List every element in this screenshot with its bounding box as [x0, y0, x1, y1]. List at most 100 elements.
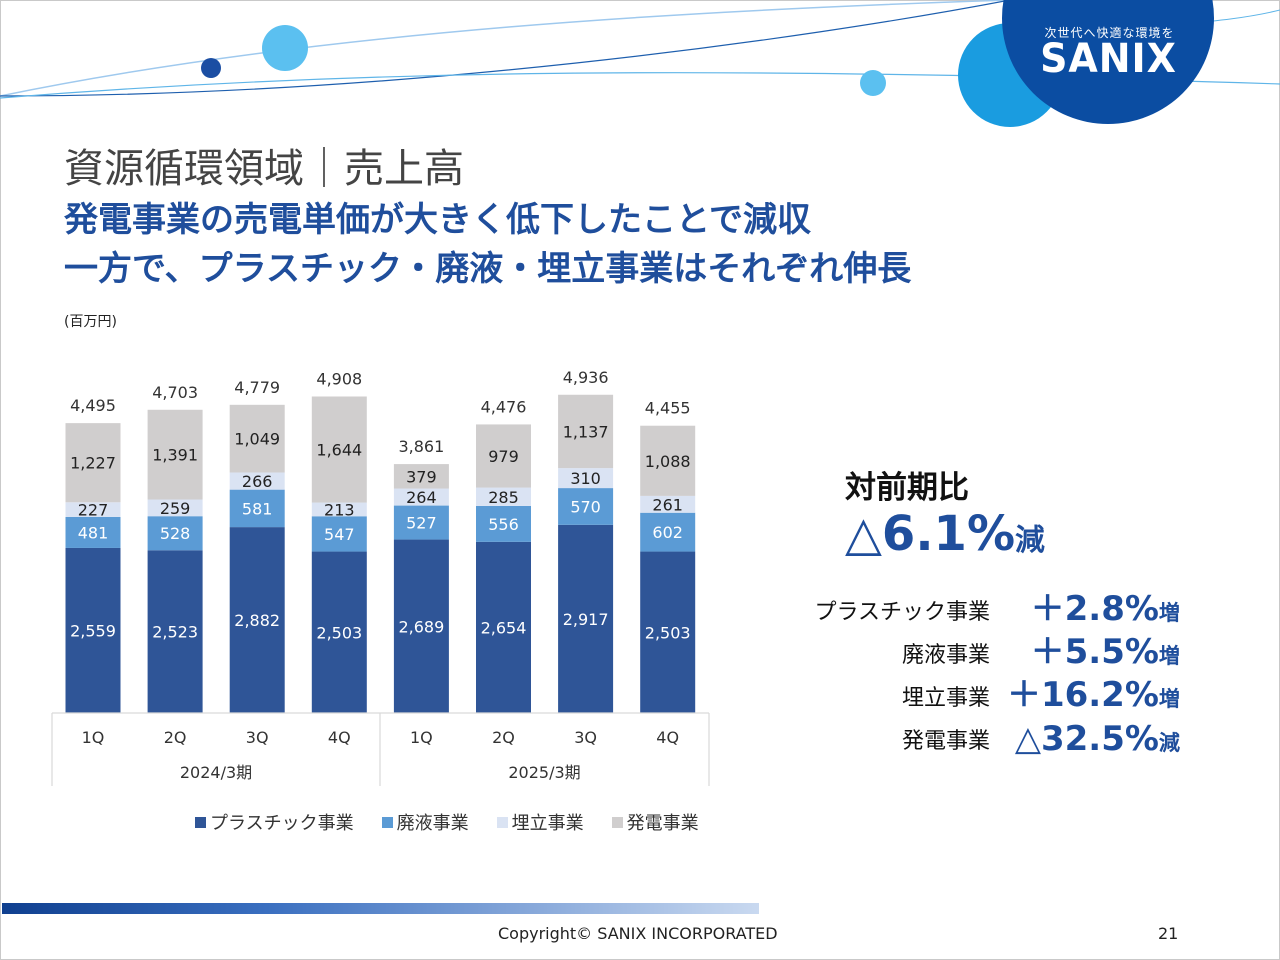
bar-total-label: 4,936 — [563, 368, 609, 387]
bar-data-label: 259 — [160, 499, 191, 518]
bar-segment — [640, 425, 696, 496]
bar-total-label: 3,861 — [398, 437, 444, 456]
legend-swatch — [611, 816, 623, 828]
bar-data-label: 266 — [242, 472, 273, 491]
legend-label: プラスチック事業 — [210, 813, 354, 834]
headline-line-2: 一方で、プラスチック・廃液・埋立事業はそれぞれ伸長 — [64, 249, 912, 289]
bar-segment — [65, 547, 121, 713]
bar-segment — [558, 394, 614, 469]
yoy-total-suffix: 減 — [1015, 523, 1045, 558]
bubble-icon — [860, 70, 886, 96]
legend-swatch — [496, 816, 508, 828]
revenue-stacked-bar-chart: 2,559 481 227 1,227 4,495 1Q 2,523 528 259 1,391 4… — [51, 368, 710, 786]
legend-label: 発電事業 — [626, 813, 699, 834]
bar-segment — [229, 527, 285, 713]
bar-data-label: 2,689 — [398, 617, 444, 636]
bar-segment — [640, 551, 696, 713]
yoy-total-value: △6.1% — [845, 506, 1016, 562]
yoy-title: 対前期比 — [845, 470, 969, 506]
chart-legend: プラスチック事業 廃液事業 埋立事業 発電事業 — [195, 809, 699, 835]
yoy-segment-row: 廃液事業 ＋5.5%増 — [800, 632, 1180, 673]
bar-data-label: 1,644 — [316, 441, 362, 460]
bar-segment — [476, 487, 531, 506]
bar-data-label: 979 — [488, 447, 519, 466]
bar-segment — [476, 541, 531, 713]
bar-data-label: 2,559 — [70, 621, 116, 640]
page-title: 資源循環領域｜売上高 — [64, 146, 464, 192]
bar-segment — [229, 489, 285, 528]
bar-segment — [476, 424, 531, 488]
bar-total-label: 4,476 — [481, 397, 527, 416]
bar-segment — [65, 423, 121, 503]
bar-data-label: 2,882 — [234, 611, 280, 630]
bar-data-label: 527 — [406, 514, 437, 533]
legend-swatch — [195, 816, 206, 828]
bar-data-label: 481 — [78, 523, 109, 542]
bar-data-label: 379 — [406, 467, 437, 486]
bar-total-label: 4,455 — [645, 399, 691, 418]
bar-data-label: 528 — [160, 524, 191, 543]
bar-segment — [147, 516, 203, 551]
bar-data-label: 556 — [488, 515, 519, 534]
bar-segment — [65, 516, 121, 548]
yoy-segment-row: 発電事業 △32.5%減 — [800, 719, 1180, 759]
yoy-segment-value: ＋16.2%増 — [1006, 675, 1180, 715]
bar-segment — [393, 505, 449, 540]
logo-tagline: 次世代へ快適な環境を — [1044, 26, 1175, 40]
bar-data-label: 1,227 — [70, 454, 116, 473]
x-tick-label: 2Q — [492, 728, 515, 747]
yoy-segment-row: プラスチック事業 ＋2.8%増 — [800, 589, 1180, 630]
bar-segment — [393, 488, 449, 506]
bar-segment — [147, 550, 203, 713]
legend-label: 廃液事業 — [396, 813, 469, 834]
yoy-segment-name: 埋立事業 — [901, 686, 990, 711]
yoy-segment-row: 埋立事業 ＋16.2%増 — [800, 675, 1180, 716]
bar-segment — [311, 516, 367, 552]
bar-segment — [393, 464, 449, 489]
x-tick-label: 4Q — [328, 728, 351, 747]
bar-data-label: 2,523 — [152, 623, 198, 642]
bar-segment — [393, 539, 449, 713]
bar-data-label: 1,137 — [563, 422, 609, 441]
bubble-icon — [262, 25, 308, 71]
bar-data-label: 570 — [570, 497, 601, 516]
bar-data-label: 1,088 — [645, 452, 691, 471]
bar-total-label: 4,779 — [234, 378, 280, 397]
copyright: Copyright© SANIX INCORPORATED — [498, 924, 778, 943]
unit-label: (百万円) — [64, 314, 117, 330]
bar-data-label: 213 — [324, 500, 355, 519]
sanix-logo: SANIX — [1040, 36, 1177, 82]
x-group-label: 2024/3期 — [180, 763, 252, 782]
x-tick-label: 3Q — [574, 728, 597, 747]
bar-data-label: 547 — [324, 525, 355, 544]
bar-data-label: 1,391 — [152, 446, 198, 465]
yoy-segment-value: △32.5%減 — [1014, 719, 1180, 759]
bar-segment — [229, 472, 285, 490]
bar-segment — [147, 499, 203, 517]
yoy-segment-value: ＋2.8%増 — [1030, 589, 1180, 629]
legend-swatch — [381, 816, 393, 828]
headline-line-1: 発電事業の売電単価が大きく低下したことで減収 — [64, 200, 811, 240]
header-decoration — [0, 0, 1280, 127]
yoy-segment-name: 発電事業 — [901, 729, 990, 754]
headline: 発電事業の売電単価が大きく低下したことで減収 一方で、プラスチック・廃液・埋立事… — [64, 196, 911, 294]
yoy-segment-name: 廃液事業 — [901, 643, 990, 668]
x-tick-label: 4Q — [656, 728, 679, 747]
x-tick-label: 1Q — [410, 728, 433, 747]
yoy-segment-value: ＋5.5%増 — [1030, 632, 1180, 672]
bar-segment — [476, 505, 531, 542]
bar-segment — [311, 396, 367, 503]
bar-data-label: 285 — [488, 488, 519, 507]
bar-data-label: 581 — [242, 499, 273, 518]
legend-entry: 発電事業 — [611, 809, 699, 835]
bar-segment — [147, 409, 203, 500]
bar-total-label: 4,495 — [70, 396, 116, 415]
page-number: 21 — [1158, 924, 1179, 943]
bar-segment — [311, 551, 367, 713]
bar-data-label: 2,917 — [563, 610, 609, 629]
bar-data-label: 602 — [652, 523, 683, 542]
yoy-segment-name: プラスチック事業 — [814, 600, 990, 625]
bar-total-label: 4,703 — [152, 383, 198, 402]
logo-circle-large — [1002, 0, 1214, 124]
bar-data-label: 310 — [570, 469, 601, 488]
